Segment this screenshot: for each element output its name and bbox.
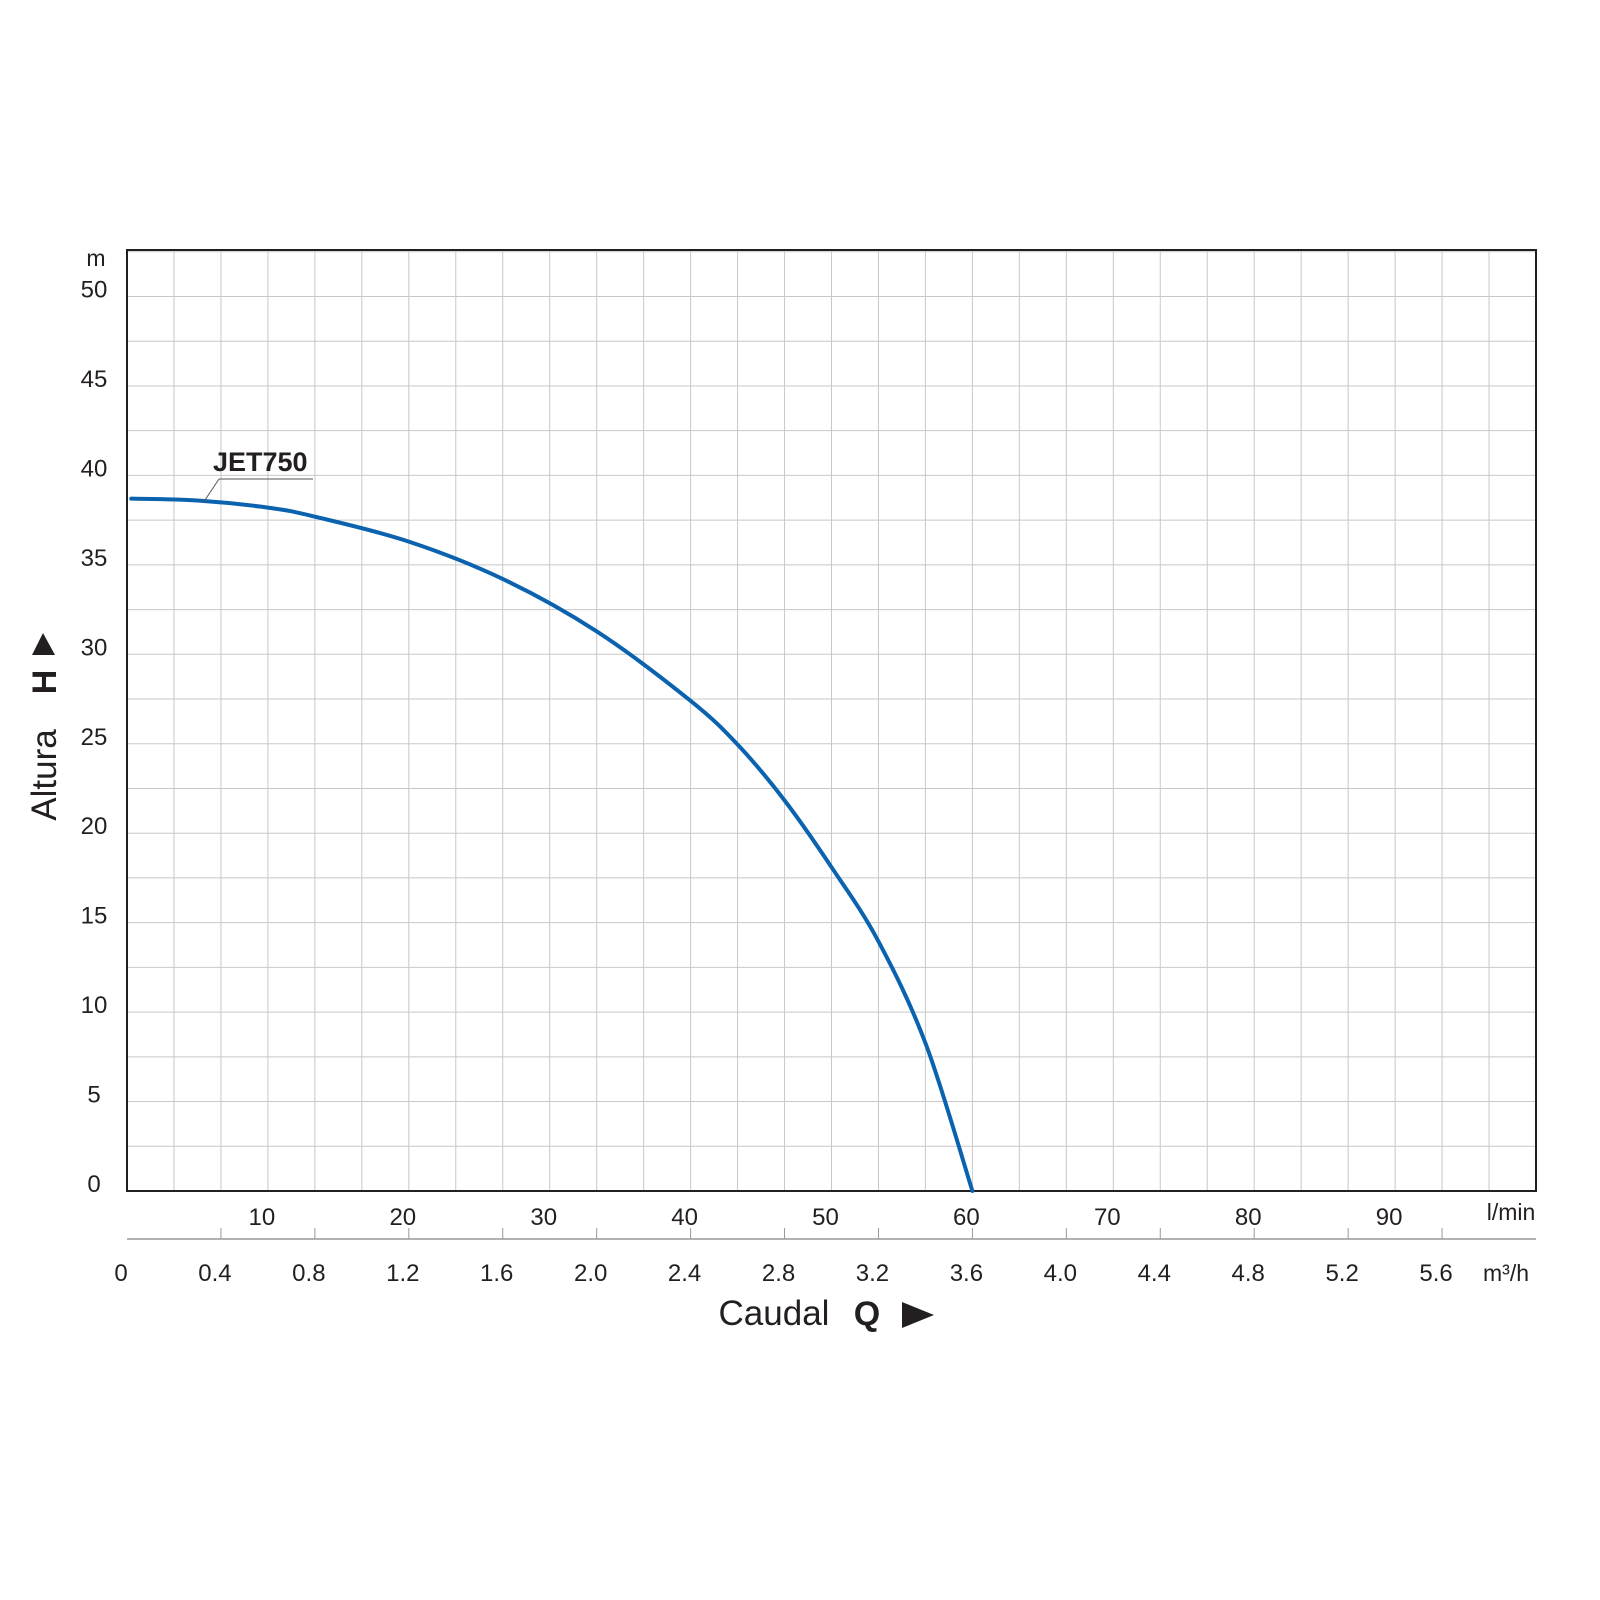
- y-tick-label: 25: [81, 724, 108, 751]
- x-tick-label-secondary: 0.4: [198, 1260, 231, 1287]
- x-axis-primary-ticks: 10 20 30 40 50 60 70 80 90: [249, 1204, 1403, 1231]
- series-line-jet750: [129, 496, 975, 1193]
- y-tick-label: 15: [81, 903, 108, 930]
- x-tick-label-primary: 20: [389, 1204, 416, 1231]
- y-tick-label: 0: [87, 1171, 100, 1198]
- y-axis-label: Altura: [25, 729, 64, 821]
- y-tick-label: 5: [87, 1082, 100, 1109]
- y-axis-title: Altura H: [25, 633, 64, 821]
- x-tick-label-secondary: 1.2: [386, 1260, 419, 1287]
- x-tick-label-secondary: 0: [114, 1260, 127, 1287]
- series-layer: [129, 496, 975, 1193]
- plot-frame: [126, 249, 1537, 1192]
- y-axis-ticks: 0 5 10 15 20 25 30 35 40 45 50: [81, 277, 108, 1198]
- x-tick-label-primary: 70: [1094, 1204, 1121, 1231]
- x-tick-label-secondary: 4.0: [1044, 1260, 1077, 1287]
- y-tick-label: 50: [81, 277, 108, 304]
- x-tick-label-secondary: 2.0: [574, 1260, 607, 1287]
- y-tick-label: 45: [81, 366, 108, 393]
- x-tick-label-secondary: 4.4: [1138, 1260, 1171, 1287]
- y-axis-arrow-icon: [32, 633, 55, 655]
- x-tick-label-primary: 60: [953, 1204, 980, 1231]
- x-tick-label-secondary: 0.8: [292, 1260, 325, 1287]
- x-axis-symbol: Q: [854, 1295, 880, 1333]
- x-unit-secondary-label: m³/h: [1483, 1260, 1529, 1286]
- x-tick-label-secondary: 2.8: [762, 1260, 795, 1287]
- x-tick-label-primary: 40: [671, 1204, 698, 1231]
- x-tick-label-primary: 10: [249, 1204, 276, 1231]
- x-tick-label-primary: 30: [530, 1204, 557, 1231]
- x-tick-label-primary: 50: [812, 1204, 839, 1231]
- y-tick-label: 10: [81, 992, 108, 1019]
- x-tick-label-primary: 90: [1376, 1204, 1403, 1231]
- x-tick-label-secondary: 1.6: [480, 1260, 513, 1287]
- x-tick-label-primary: 80: [1235, 1204, 1262, 1231]
- x-axis-secondary-ticks: 0 0.4 0.8 1.2 1.6 2.0 2.4 2.8 3.2 3.6 4.0 4.4 4.8 5.2…: [114, 1228, 1453, 1287]
- x-axis-arrow-icon: [902, 1302, 934, 1328]
- y-tick-label: 30: [81, 634, 108, 661]
- y-tick-label: 35: [81, 545, 108, 572]
- x-axis-title: Caudal Q: [719, 1294, 934, 1333]
- y-tick-label: 20: [81, 813, 108, 840]
- x-tick-label-secondary: 5.6: [1419, 1260, 1452, 1287]
- x-tick-label-secondary: 5.2: [1325, 1260, 1358, 1287]
- x-tick-label-secondary: 3.6: [950, 1260, 983, 1287]
- x-tick-label-secondary: 3.2: [856, 1260, 889, 1287]
- x-unit-primary-label: l/min: [1487, 1199, 1536, 1225]
- y-axis-symbol: H: [26, 670, 64, 695]
- x-tick-label-secondary: 4.8: [1232, 1260, 1265, 1287]
- series-label: JET750: [213, 447, 308, 477]
- x-tick-label-secondary: 2.4: [668, 1260, 701, 1287]
- x-axis-label: Caudal: [719, 1294, 830, 1333]
- y-tick-label: 40: [81, 455, 108, 482]
- series-label-leader: [202, 478, 220, 504]
- y-unit-label: m: [86, 245, 105, 271]
- grid: [127, 250, 1536, 1191]
